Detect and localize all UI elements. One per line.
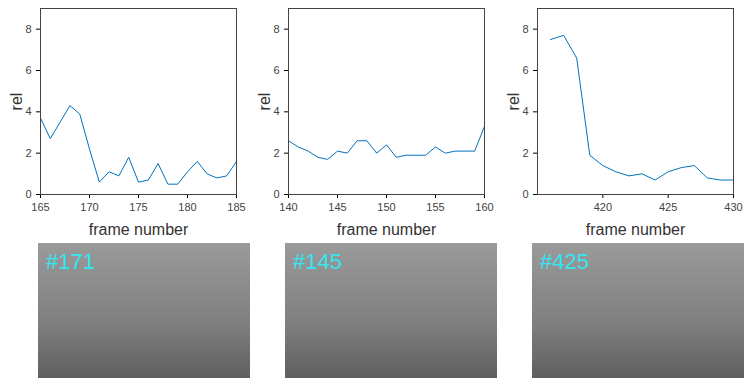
svg-text:8: 8 <box>273 23 279 35</box>
svg-text:150: 150 <box>377 201 395 213</box>
svg-text:170: 170 <box>80 201 98 213</box>
svg-text:6: 6 <box>522 64 528 76</box>
svg-text:rel: rel <box>505 93 522 111</box>
html-text:#145: #145 <box>293 249 342 274</box>
svg-text:4: 4 <box>25 105 31 117</box>
svg-text:4: 4 <box>522 105 528 117</box>
svg-text:8: 8 <box>522 23 528 35</box>
svg-text:2: 2 <box>522 147 528 159</box>
svg-text:4: 4 <box>273 105 279 117</box>
svg-text:0: 0 <box>273 188 279 200</box>
svg-text:180: 180 <box>178 201 196 213</box>
svg-text:165: 165 <box>31 201 49 213</box>
svg-text:425: 425 <box>659 201 677 213</box>
svg-text:6: 6 <box>25 64 31 76</box>
html-text:#171: #171 <box>46 249 95 274</box>
svg-text:8: 8 <box>25 23 31 35</box>
svg-text:420: 420 <box>594 201 612 213</box>
html-text:#425: #425 <box>540 249 589 274</box>
svg-text:145: 145 <box>328 201 346 213</box>
svg-text:rel: rel <box>256 93 273 111</box>
svg-text:0: 0 <box>522 188 528 200</box>
svg-text:140: 140 <box>279 201 297 213</box>
svg-text:frame number: frame number <box>89 221 189 238</box>
svg-text:0: 0 <box>25 188 31 200</box>
svg-text:2: 2 <box>273 147 279 159</box>
svg-text:160: 160 <box>475 201 493 213</box>
svg-text:frame number: frame number <box>337 221 437 238</box>
svg-text:175: 175 <box>129 201 147 213</box>
svg-text:6: 6 <box>273 64 279 76</box>
svg-text:rel: rel <box>8 93 25 111</box>
svg-text:2: 2 <box>25 147 31 159</box>
svg-text:185: 185 <box>227 201 245 213</box>
svg-text:frame number: frame number <box>586 221 686 238</box>
svg-text:430: 430 <box>724 201 742 213</box>
svg-text:155: 155 <box>426 201 444 213</box>
